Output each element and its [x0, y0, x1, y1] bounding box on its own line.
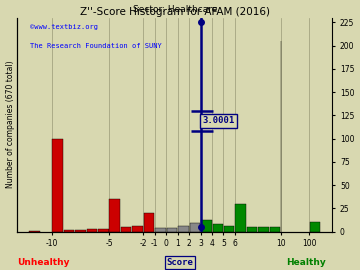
Bar	[144, 213, 154, 232]
Bar	[212, 224, 223, 232]
Text: Score: Score	[167, 258, 193, 267]
Bar	[132, 226, 143, 232]
Bar	[258, 227, 269, 232]
Bar	[310, 222, 320, 232]
Text: 3.0001: 3.0001	[202, 116, 235, 126]
Bar	[201, 220, 212, 232]
Title: Z''-Score Histogram for AFAM (2016): Z''-Score Histogram for AFAM (2016)	[80, 7, 270, 17]
Bar	[155, 228, 166, 232]
Bar	[109, 199, 120, 232]
Bar	[98, 229, 108, 232]
Y-axis label: Number of companies (670 total): Number of companies (670 total)	[5, 61, 14, 188]
Bar	[167, 228, 177, 232]
Text: The Research Foundation of SUNY: The Research Foundation of SUNY	[30, 43, 162, 49]
Bar	[190, 223, 200, 232]
Bar	[247, 227, 257, 232]
Bar	[270, 227, 280, 232]
Bar	[29, 231, 40, 232]
Text: Unhealthy: Unhealthy	[17, 258, 69, 267]
Bar	[75, 230, 86, 232]
Text: Sector: Healthcare: Sector: Healthcare	[132, 5, 217, 15]
Bar	[235, 204, 246, 232]
Bar	[86, 229, 97, 232]
Bar	[64, 230, 74, 232]
Bar	[121, 227, 131, 232]
Text: ©www.textbiz.org: ©www.textbiz.org	[30, 24, 98, 30]
Bar	[178, 226, 189, 232]
Bar	[224, 226, 234, 232]
Bar	[52, 139, 63, 232]
Text: Healthy: Healthy	[286, 258, 326, 267]
